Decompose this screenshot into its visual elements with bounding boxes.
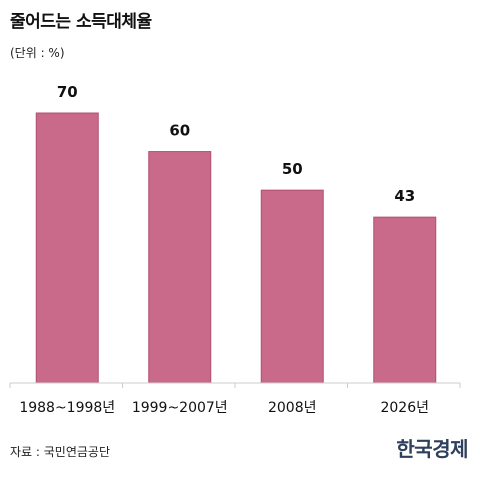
unit-label: (단위 : %) [10,46,65,60]
x-tick-label: 2026년 [380,400,429,416]
chart-title: 줄어드는 소득대체율 [10,12,152,32]
bar-3 [373,216,437,384]
bar-2 [260,189,324,384]
bar-value-label: 70 [57,83,78,101]
bar-value-label: 60 [169,122,190,140]
x-tick-label: 1988~1998년 [19,400,115,416]
x-tick-label: 2008년 [268,400,317,416]
axis-layer [9,382,461,388]
brand-logo: 한국경제 [396,437,468,461]
labels-layer: 70 1988~1998년 60 1999~2007년 50 2008년 43 2026년 [19,83,429,416]
x-tick-label: 1999~2007년 [132,400,228,416]
bar-1 [148,151,212,384]
bar-value-label: 50 [282,160,303,178]
source-note: 자료 : 국민연금공단 [10,445,110,459]
bar-value-label: 43 [394,187,415,205]
bars-layer [35,112,437,384]
bar-0 [35,112,99,384]
